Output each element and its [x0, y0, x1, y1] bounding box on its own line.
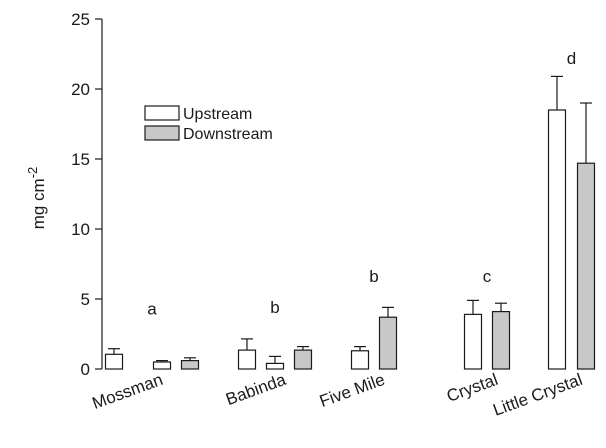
legend-swatch: [144, 105, 180, 121]
y-axis-title: mg cm-2: [25, 167, 48, 230]
y-tick-label: 0: [81, 360, 90, 379]
y-tick-label: 25: [71, 10, 90, 29]
bar: [491, 311, 511, 370]
bar-group: [463, 299, 511, 370]
bar-group: [350, 306, 398, 370]
y-tick-label: 5: [81, 290, 90, 309]
significance-letter: a: [147, 299, 157, 318]
y-tick-label: 10: [71, 220, 90, 239]
significance-letter: c: [483, 267, 492, 286]
x-tick-label: Babinda: [223, 370, 289, 409]
significance-letters: a b b c d: [147, 49, 576, 319]
bar-group: [547, 75, 596, 370]
bars: [104, 75, 596, 370]
legend-label: Upstream: [183, 106, 252, 123]
y-axis-label: mg cm-2: [25, 167, 48, 230]
bar: [293, 349, 313, 370]
x-tick-label: Five Mile: [317, 370, 387, 411]
bar: [180, 360, 200, 370]
bar: [265, 362, 285, 370]
bar: [237, 349, 257, 370]
y-tick-label: 20: [71, 80, 90, 99]
bar: [547, 109, 567, 370]
x-tick-label: Little Crystal: [490, 370, 584, 420]
significance-letter: b: [270, 298, 279, 317]
bar: [576, 162, 596, 370]
y-axis: 0 5 10 15 20 25: [71, 10, 103, 379]
legend-swatch: [144, 125, 180, 141]
legend-label: Downstream: [183, 126, 273, 143]
bar-group: [237, 338, 313, 370]
bar: [152, 361, 172, 370]
y-axis-label-unit: mg cm: [29, 178, 48, 229]
y-tick-label: 15: [71, 150, 90, 169]
legend: Upstream Downstream: [144, 105, 273, 143]
bar: [350, 350, 370, 370]
significance-letter: d: [567, 49, 576, 68]
x-tick-label: Mossman: [90, 370, 166, 413]
significance-letter: b: [369, 267, 378, 286]
y-axis-label-exponent: -2: [25, 167, 40, 179]
bar: [463, 313, 483, 370]
bar: [378, 316, 398, 370]
bar: [104, 353, 124, 370]
bar-group: [104, 348, 200, 370]
